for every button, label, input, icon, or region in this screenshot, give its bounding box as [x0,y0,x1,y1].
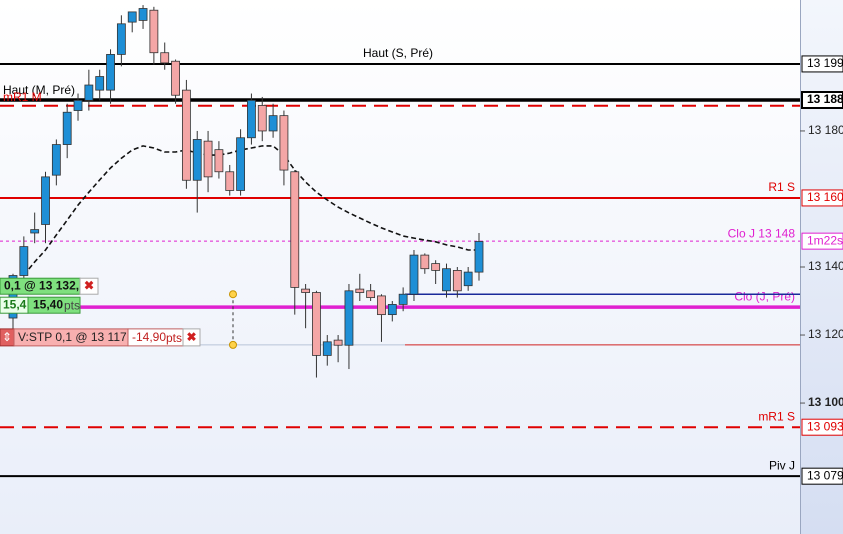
candle-body [290,171,300,288]
candle-body [322,341,332,356]
axis-price-box [801,232,843,250]
axis-price-box [801,90,843,109]
candle-body [41,176,50,225]
candle-body [138,8,148,21]
candle-body [203,140,213,178]
level-label: Piv J [769,458,795,472]
candle-body [84,84,94,101]
stop-points-label: -14,90 [132,330,166,344]
axis-price-box [801,189,843,207]
candle-body [171,60,180,96]
candle-body [409,254,419,295]
stop-points-unit: pts [166,331,182,345]
axis-price-box [801,467,843,485]
candle-body [149,9,159,54]
candle-body [95,76,105,91]
candle-body [301,288,311,293]
axis-price-label: 13 093, [807,419,843,433]
candle-body [127,11,137,23]
candle-body [214,149,224,173]
plot-background [0,0,800,534]
candle-body [366,290,376,299]
order-handle[interactable] [229,290,237,299]
price-axis [800,0,843,534]
level-label: R1 S [768,180,795,194]
close-button[interactable] [182,328,201,347]
candle-body [236,137,245,191]
gain-label: 15,4 [3,297,27,311]
close-icon[interactable]: ✖ [186,330,196,344]
candle-body [257,105,267,132]
candle-body [279,115,289,171]
candle-body [463,271,473,287]
axis-price-label: 13 079, [807,468,843,482]
candle-body [377,295,386,316]
moving-average [23,145,479,276]
axis-price-label: 13 160, [807,190,843,204]
candle-body [62,111,72,145]
candle-body [116,23,126,55]
candle-body [160,52,170,64]
level-label: Haut (S, Pré) [363,46,433,60]
candle-body [192,139,202,181]
candle-body [355,288,365,293]
candle-body [420,254,430,270]
candle-body [19,246,29,276]
level-label: Clo J 13 148 [728,226,796,240]
points-label: 15,40 [33,297,63,311]
y-tick-label: 13 180 [808,123,843,137]
axis-price-label: 13 188, [807,92,843,106]
candle-body [268,115,278,132]
close-icon[interactable]: ✖ [84,278,94,292]
close-button[interactable] [79,277,99,295]
candle-body [225,171,235,191]
y-tick-label: 13 100 [808,395,843,409]
candle-body [431,263,441,271]
candle-body [398,293,408,305]
axis-price-label: 1m22s [807,233,843,247]
entry-order-label: 0,1 @ 13 132,0 [4,278,86,292]
candle-body [387,304,397,316]
y-tick-label: 13 120 [808,327,843,341]
candle-body [452,270,462,292]
candle-body [312,292,321,356]
candle-body [73,99,83,111]
candle-body [181,89,191,181]
points-box [27,296,81,314]
axis-price-label: 13 199, [807,56,843,70]
order-handle[interactable] [229,340,237,349]
axis-price-box [801,418,843,436]
candle-body [247,99,256,139]
candle-body [106,54,115,91]
candle-body [474,241,484,273]
candle-body [333,339,343,346]
candle-body [51,144,61,176]
level-label: Haut (M, Pré) [3,83,75,97]
candle-body [344,290,354,346]
level-label: Clo (J, Pré) [734,289,795,303]
drag-arrow: ⇕ [2,330,12,344]
candle-body [30,229,40,234]
points-unit: pts [64,298,80,312]
stop-order-label: V:STP 0,1 @ 13 117,1 [18,330,137,344]
y-tick-label: 13 140 [808,259,843,273]
axis-price-box [801,55,843,73]
candle-body [442,268,451,292]
level-label: mR1 M [3,90,42,104]
level-label: mR1 S [758,409,795,423]
